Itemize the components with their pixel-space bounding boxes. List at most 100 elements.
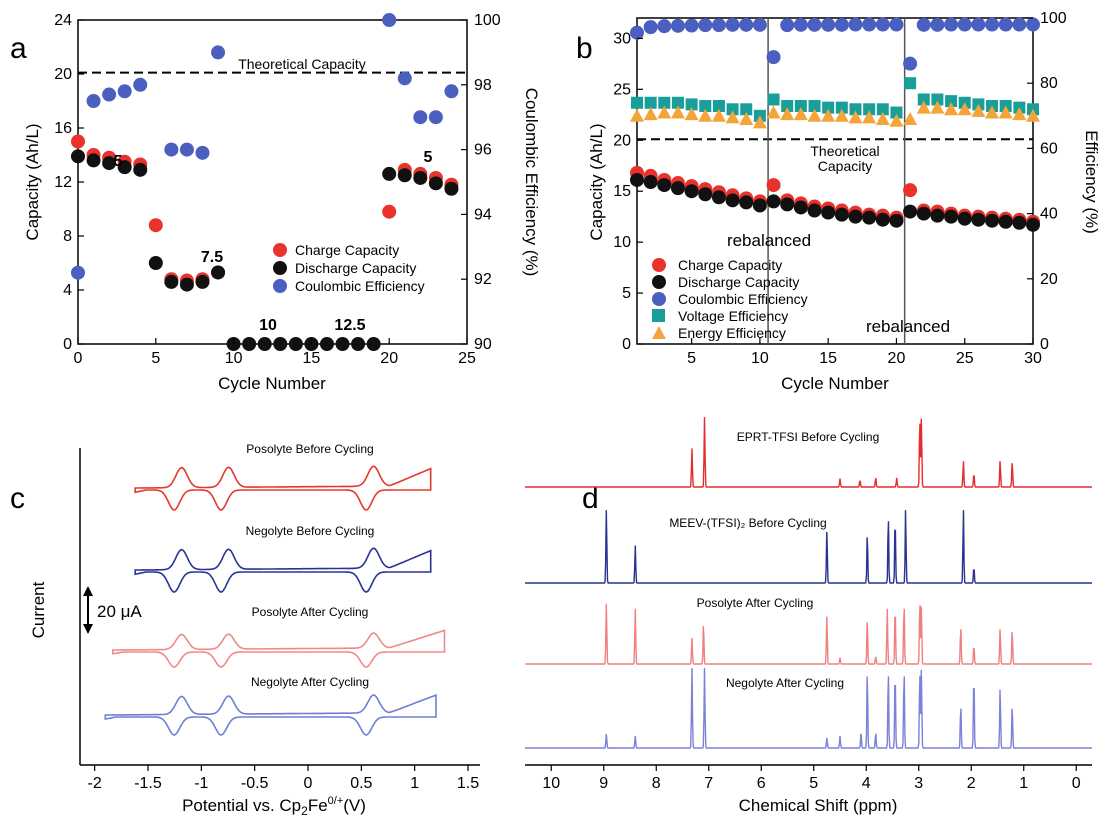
panel-c-curve-negolyte-after-cycling xyxy=(104,693,437,736)
panel-a-point-coulombic-efficiency xyxy=(444,84,459,99)
panel-c-label-negolyte-after: Negolyte After Cycling xyxy=(251,675,369,689)
panel-b-point-energy-efficiency xyxy=(916,100,931,114)
panel-b-point-energy-efficiency xyxy=(670,105,685,119)
panel-b-point-coulombic-efficiency xyxy=(643,20,658,35)
panel-c-label-posolyte-before: Posolyte Before Cycling xyxy=(246,442,373,456)
legend-b-marker-charge xyxy=(652,258,666,272)
panel-b-point-coulombic-efficiency xyxy=(630,25,644,40)
panel-a-point-discharge-capacity xyxy=(179,277,194,292)
scale-bar-arrow-down xyxy=(83,624,93,634)
panel-b-point-energy-efficiency xyxy=(725,110,740,124)
panel-c-chart: -2 -1.5 -1 -0.5 0 0.5 1 1.5 Potential vs. Cp2Fe… xyxy=(29,442,480,818)
panel-c-curve-negolyte-before-cycling xyxy=(134,547,432,593)
panel-d-xtick-label: 3 xyxy=(914,775,923,792)
panel-b-xtick-label: 20 xyxy=(888,350,906,367)
panel-b-point-discharge-capacity xyxy=(957,211,972,226)
panel-a-point-discharge-capacity xyxy=(288,337,303,351)
panel-a-point-coulombic-efficiency xyxy=(397,71,412,86)
panel-b-point-voltage-efficiency xyxy=(767,93,780,106)
legend-b-label-discharge: Discharge Capacity xyxy=(678,274,799,290)
panel-b-point-coulombic-efficiency xyxy=(916,17,931,32)
panel-a-ytick-label: 0 xyxy=(63,336,72,353)
panel-a-point-discharge-capacity xyxy=(382,166,397,181)
panel-a-point-discharge-capacity xyxy=(428,176,443,191)
panel-d-xtick-label: 2 xyxy=(967,775,976,792)
panel-b-ytick-label: 15 xyxy=(613,183,631,200)
panel-b-point-voltage-efficiency xyxy=(671,96,684,109)
panel-b-point-coulombic-efficiency xyxy=(684,18,699,33)
panel-b-point-coulombic-efficiency xyxy=(848,17,863,32)
panel-c-xtick-label: 1 xyxy=(410,775,419,792)
panel-b-point-discharge-capacity xyxy=(752,198,767,213)
panel-d-xtick-label: 7 xyxy=(704,775,713,792)
panel-c-xtick-label: -0.5 xyxy=(241,775,269,792)
panel-b-point-coulombic-efficiency xyxy=(739,17,754,32)
legend-marker-charge xyxy=(273,243,287,257)
panel-b-point-coulombic-efficiency xyxy=(725,17,740,32)
panel-b-ytick-label: 0 xyxy=(622,336,631,353)
panel-a-y2label: Coulombic Efficiency (%) xyxy=(522,88,541,277)
panel-b-y2tick-label: 20 xyxy=(1040,271,1058,288)
legend-b-marker-energy xyxy=(652,326,666,339)
panel-d-spectrum-eprt-tfsi-before-cycling xyxy=(525,416,1092,488)
panel-b-point-voltage-efficiency xyxy=(740,103,753,116)
panel-b-point-voltage-efficiency xyxy=(794,100,807,113)
panel-b-point-coulombic-efficiency xyxy=(971,17,986,32)
legend-b-label-coulombic: Coulombic Efficiency xyxy=(678,291,808,307)
panel-d-label-bg-3 xyxy=(680,594,830,612)
panel-a-xtick-label: 0 xyxy=(74,350,83,367)
panel-b-point-voltage-efficiency xyxy=(631,96,643,109)
panel-a-point-coulombic-efficiency xyxy=(382,13,397,27)
panel-a-point-discharge-capacity xyxy=(413,170,428,185)
panel-a-point-coulombic-efficiency xyxy=(211,45,226,60)
panel-letter-c: c xyxy=(10,482,25,515)
panel-b-point-discharge-capacity xyxy=(630,172,644,187)
legend-label-coulombic: Coulombic Efficiency xyxy=(295,278,425,294)
panel-b-point-discharge-capacity xyxy=(930,208,945,223)
panel-c-xtick-label: -2 xyxy=(88,775,102,792)
panel-b-ytick-label: 10 xyxy=(613,234,631,251)
legend-b-label-voltage: Voltage Efficiency xyxy=(678,308,788,324)
panel-a-ylabel: Capacity (Ah/L) xyxy=(23,123,42,240)
panel-a-ytick-label: 12 xyxy=(54,174,72,191)
panel-b-point-discharge-capacity xyxy=(889,213,904,228)
panel-b-point-energy-efficiency xyxy=(821,108,836,122)
panel-b-xtick-label: 15 xyxy=(819,350,837,367)
panel-b-point-coulombic-efficiency xyxy=(998,17,1013,32)
panel-a-point-coulombic-efficiency xyxy=(195,145,210,160)
panel-a-point-discharge-capacity xyxy=(366,337,381,351)
panel-b-point-energy-efficiency xyxy=(875,112,890,126)
panel-a-annotation-rate-3: 10 xyxy=(259,317,277,334)
panel-b-legend: Charge Capacity Discharge Capacity Coulo… xyxy=(652,257,808,341)
panel-a-y2tick-label: 92 xyxy=(474,271,492,288)
panel-b-point-coulombic-efficiency xyxy=(930,17,945,32)
panel-c-xtick-label: -1 xyxy=(194,775,208,792)
panel-d-spectrum-negolyte-after-cycling xyxy=(525,667,1092,749)
panel-b-point-discharge-capacity xyxy=(862,210,877,225)
legend-b-marker-voltage xyxy=(652,309,665,322)
panel-b-xlabel: Cycle Number xyxy=(781,374,889,393)
panel-d-ticks: 10 9 8 7 6 5 4 3 2 1 0 xyxy=(542,765,1081,792)
panel-b-point-coulombic-efficiency xyxy=(889,17,904,32)
panel-b-point-energy-efficiency xyxy=(985,105,1000,119)
panel-a-annotation-rate-2: 7.5 xyxy=(201,249,223,266)
panel-b-point-energy-efficiency xyxy=(766,105,781,119)
panel-b-y2tick-label: 100 xyxy=(1040,10,1067,27)
panel-b-point-discharge-capacity xyxy=(739,195,754,210)
panel-b-point-energy-efficiency xyxy=(698,108,713,122)
panel-b-point-coulombic-efficiency xyxy=(657,19,672,34)
panel-b-point-discharge-capacity xyxy=(903,204,918,219)
panel-letter-a: a xyxy=(10,32,27,65)
panel-b-point-coulombic-efficiency xyxy=(875,17,890,32)
panel-c-ticks: -2 -1.5 -1 -0.5 0 0.5 1 1.5 xyxy=(88,765,479,792)
panel-b-xtick-label: 25 xyxy=(956,350,974,367)
panel-b-annotation-rebalanced-1: rebalanced xyxy=(727,231,811,250)
panel-c-scale-bar: 20 μA xyxy=(83,586,142,634)
legend-label-charge: Charge Capacity xyxy=(295,242,399,258)
panel-d-xtick-label: 9 xyxy=(599,775,608,792)
panel-b-point-energy-efficiency xyxy=(998,105,1013,119)
panel-a-xtick-label: 15 xyxy=(303,350,321,367)
panel-b-point-energy-efficiency xyxy=(780,107,795,121)
panel-c-xtick-label: 0 xyxy=(304,775,313,792)
